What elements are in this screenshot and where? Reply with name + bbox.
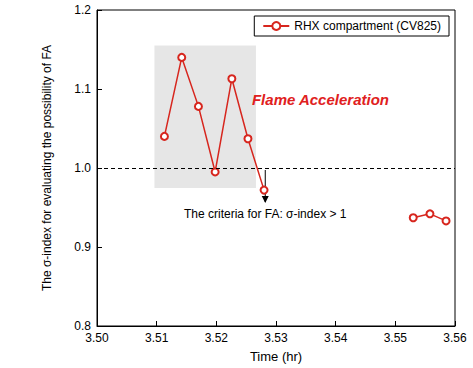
svg-text:The criteria for FA: σ-index >: The criteria for FA: σ-index > 1 bbox=[184, 207, 347, 221]
svg-text:3.50: 3.50 bbox=[85, 331, 109, 345]
svg-text:1.2: 1.2 bbox=[74, 3, 91, 17]
svg-text:0.8: 0.8 bbox=[74, 319, 91, 333]
svg-text:3.53: 3.53 bbox=[264, 331, 288, 345]
svg-text:1.0: 1.0 bbox=[74, 161, 91, 175]
svg-text:3.51: 3.51 bbox=[145, 331, 169, 345]
svg-text:0.9: 0.9 bbox=[74, 240, 91, 254]
svg-text:The σ-index for evaluating the: The σ-index for evaluating the possibili… bbox=[40, 45, 54, 291]
svg-text:3.52: 3.52 bbox=[205, 331, 229, 345]
svg-text:3.56: 3.56 bbox=[443, 331, 467, 345]
svg-text:1.1: 1.1 bbox=[74, 82, 91, 96]
svg-text:Time (hr): Time (hr) bbox=[250, 349, 302, 364]
svg-text:3.55: 3.55 bbox=[384, 331, 408, 345]
svg-text:RHX compartment (CV825): RHX compartment (CV825) bbox=[294, 19, 441, 33]
svg-text:Flame Acceleration: Flame Acceleration bbox=[252, 91, 389, 108]
svg-text:3.54: 3.54 bbox=[324, 331, 348, 345]
